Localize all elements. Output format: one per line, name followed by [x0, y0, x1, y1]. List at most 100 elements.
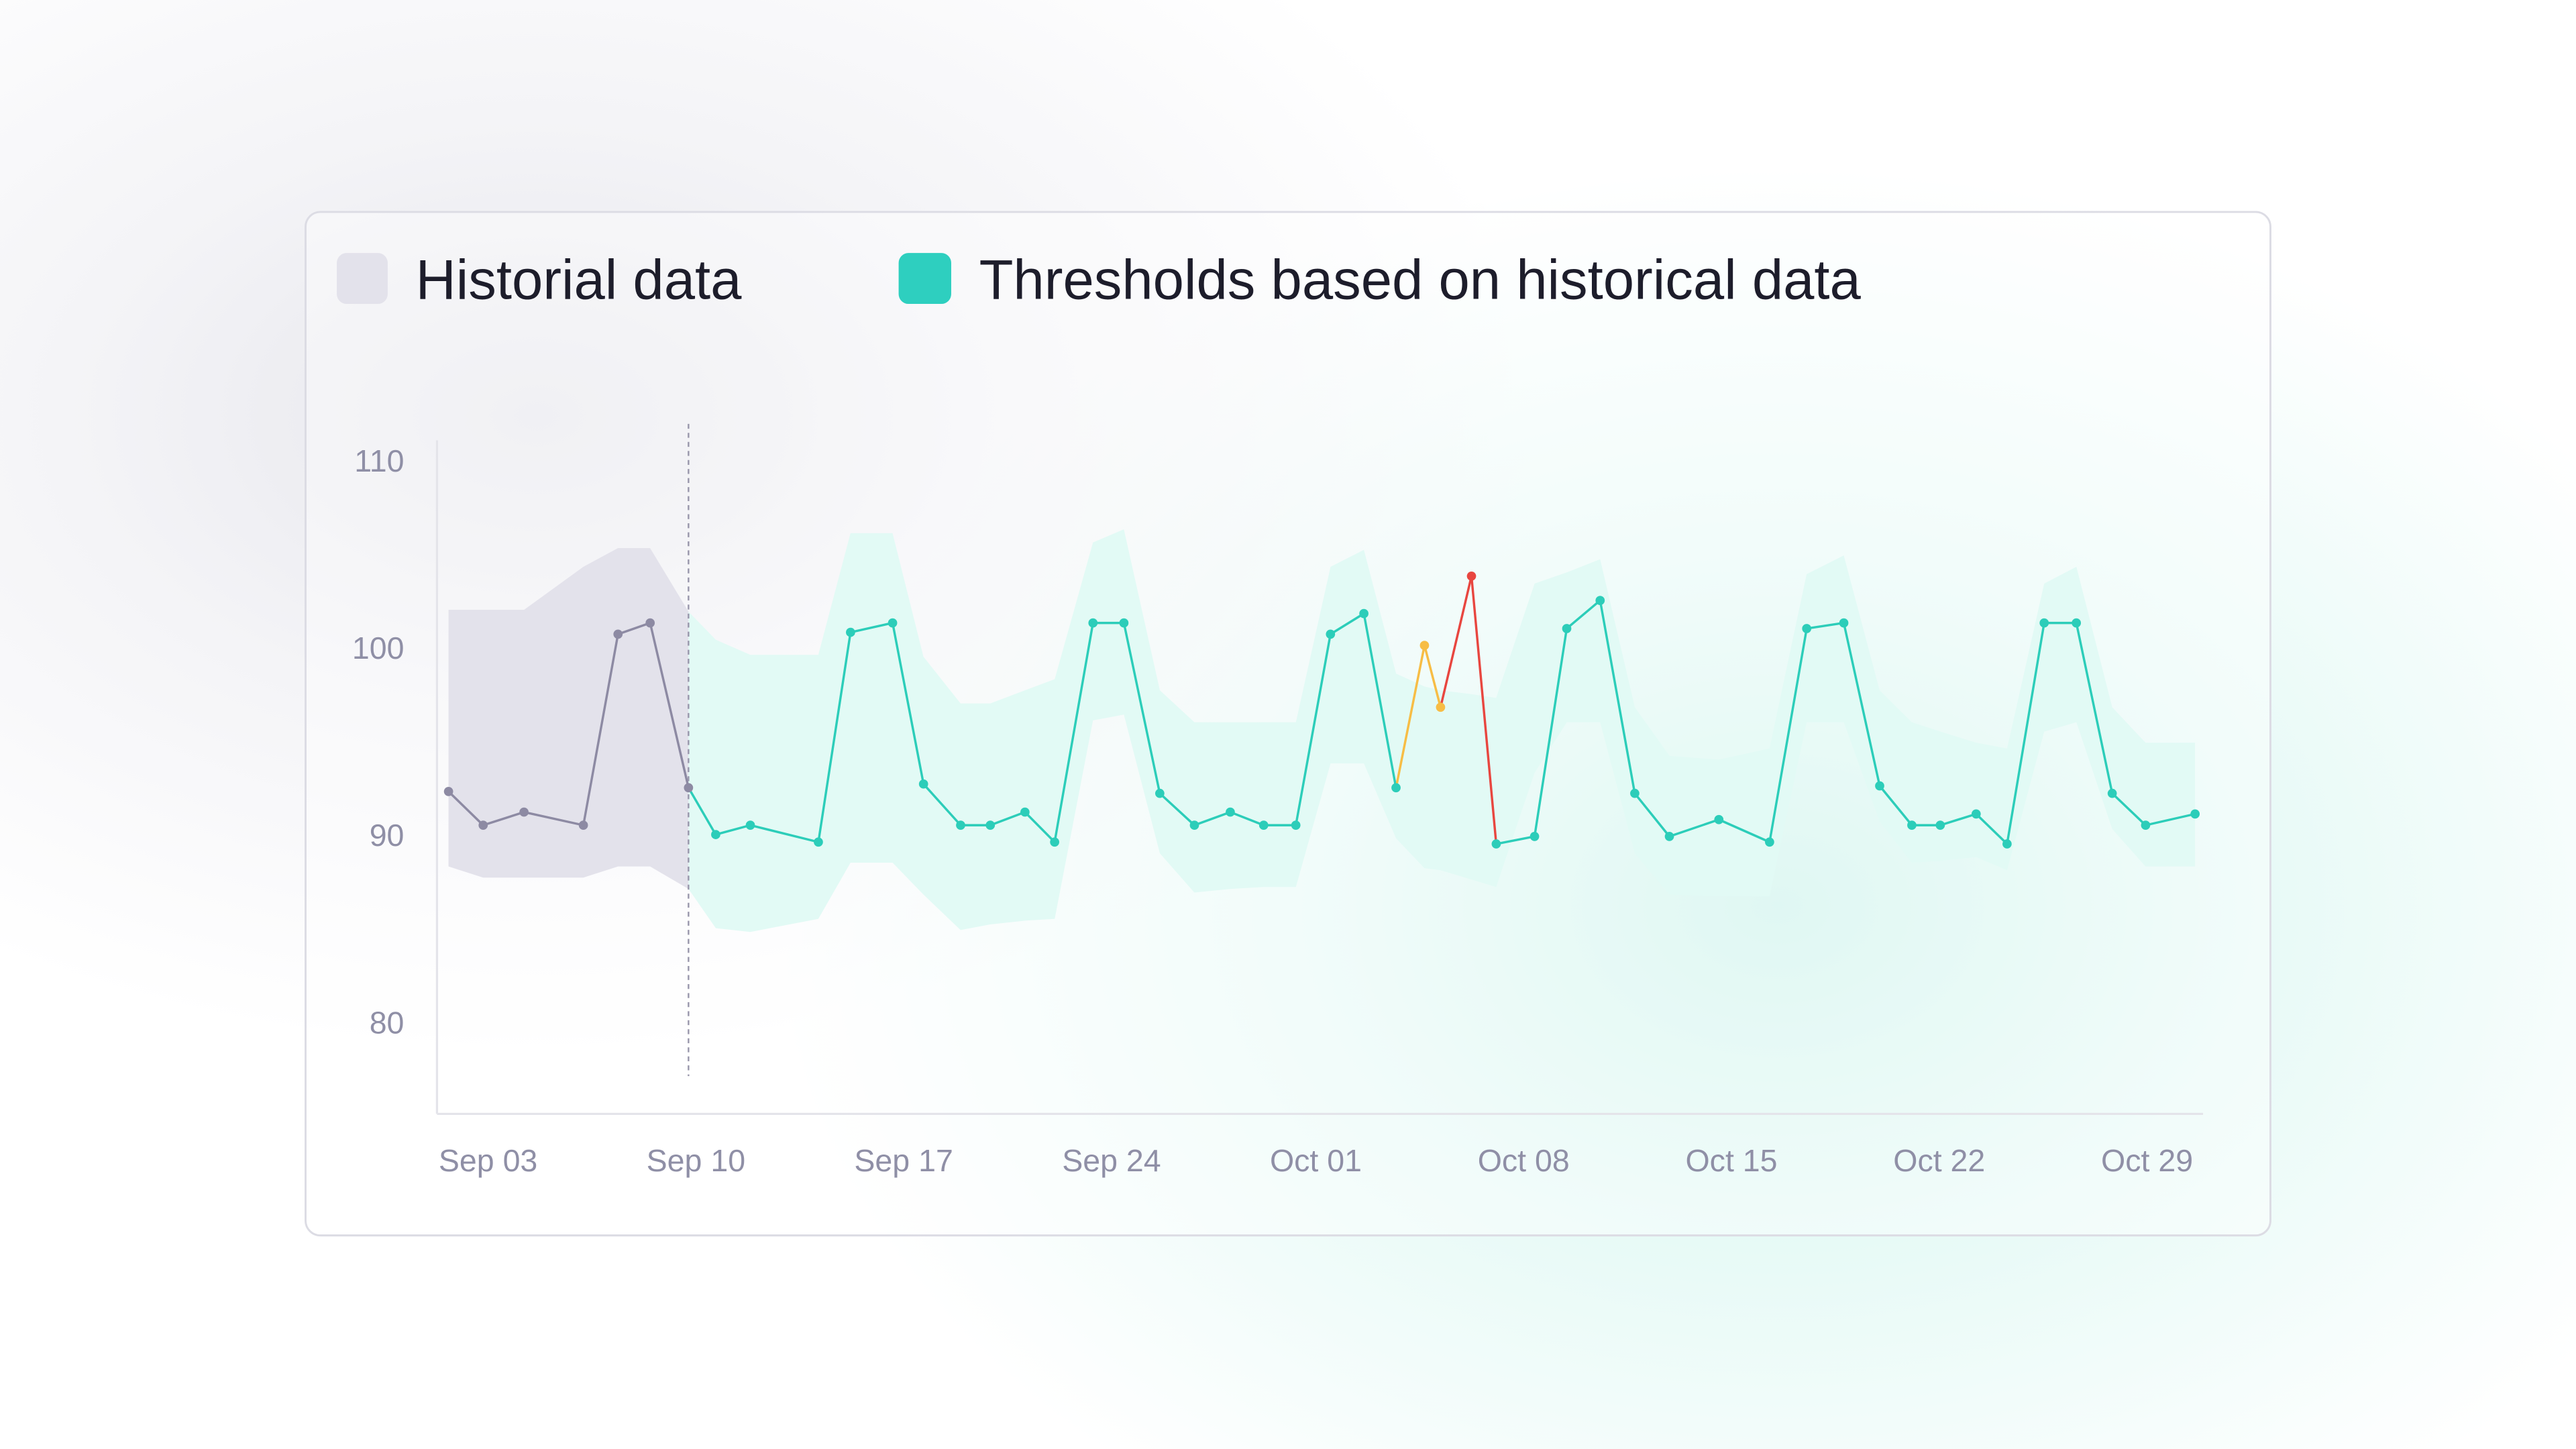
- data-point-normal[interactable]: [888, 618, 898, 628]
- data-point-historical[interactable]: [443, 787, 453, 796]
- data-point-normal[interactable]: [846, 627, 855, 637]
- line-segment-normal: [1668, 818, 1721, 838]
- line-segment-historical: [482, 810, 525, 826]
- axes: [435, 423, 2204, 1115]
- data-point-normal[interactable]: [1802, 624, 1812, 633]
- line-segment-historical: [582, 633, 619, 826]
- data-point-normal[interactable]: [2039, 618, 2049, 628]
- data-point-normal[interactable]: [1664, 832, 1674, 841]
- y-tick-label: 80: [370, 1005, 405, 1040]
- data-point-critical[interactable]: [1466, 571, 1477, 581]
- data-point-normal[interactable]: [1765, 837, 1774, 847]
- data-point-normal[interactable]: [1971, 809, 1981, 819]
- legend-item-thresholds[interactable]: Thresholds based on historical data: [898, 249, 1862, 311]
- data-point-normal[interactable]: [1630, 788, 1640, 798]
- data-point-normal[interactable]: [918, 779, 928, 789]
- line-segment-normal: [749, 824, 820, 843]
- data-point-historical[interactable]: [578, 820, 588, 830]
- data-point-normal[interactable]: [711, 830, 720, 839]
- data-point-normal[interactable]: [1839, 618, 1849, 628]
- line-segment-normal: [1533, 627, 1568, 838]
- line-segment-normal: [1768, 627, 1808, 843]
- line-segment-historical: [649, 621, 690, 789]
- data-point-historical[interactable]: [613, 629, 623, 639]
- x-axis-ticks: Sep 03 Sep 10 Sep 17 Sep 24 Oct 01 Oct 08 Oct …: [439, 1143, 2193, 1178]
- data-point-normal[interactable]: [1326, 629, 1336, 639]
- data-point-normal[interactable]: [1226, 807, 1235, 817]
- legend-item-historical[interactable]: Historial data: [337, 249, 742, 311]
- data-point-historical[interactable]: [684, 783, 694, 793]
- line-segment-normal: [1495, 835, 1536, 845]
- data-point-normal[interactable]: [1020, 807, 1030, 817]
- data-point-normal[interactable]: [1155, 788, 1165, 798]
- data-point-normal[interactable]: [2141, 820, 2151, 830]
- data-point-historical[interactable]: [519, 807, 529, 817]
- data-point-normal[interactable]: [1529, 832, 1540, 841]
- x-tick-label: Sep 03: [439, 1143, 537, 1178]
- data-point-normal[interactable]: [2190, 809, 2200, 819]
- data-point-warning[interactable]: [1419, 641, 1430, 650]
- data-point-normal[interactable]: [1119, 618, 1129, 628]
- data-point-normal[interactable]: [1562, 624, 1572, 633]
- data-point-normal[interactable]: [2002, 839, 2012, 849]
- data-point-normal[interactable]: [985, 820, 996, 830]
- data-point-normal[interactable]: [1291, 820, 1301, 830]
- data-point-normal[interactable]: [956, 820, 965, 830]
- line-segment-normal: [1599, 599, 1636, 795]
- line-segment-normal: [1362, 612, 1397, 789]
- data-point-normal[interactable]: [1359, 608, 1368, 619]
- line-segment-critical: [1439, 575, 1473, 708]
- data-point-normal[interactable]: [1391, 783, 1401, 793]
- data-point-normal[interactable]: [1088, 618, 1098, 628]
- line-segment-normal: [2110, 792, 2147, 826]
- data-point-normal[interactable]: [1189, 820, 1199, 830]
- line-segment-warning: [1423, 644, 1442, 708]
- series-lines: [447, 575, 2196, 845]
- data-point-normal[interactable]: [745, 820, 755, 830]
- line-segment-normal: [1193, 810, 1232, 826]
- data-point-normal[interactable]: [1258, 820, 1269, 830]
- line-segment-normal: [1878, 784, 1913, 826]
- x-tick-label: Sep 17: [854, 1143, 953, 1178]
- data-point-normal[interactable]: [2107, 788, 2117, 798]
- x-tick-label: Sep 24: [1062, 1143, 1161, 1178]
- data-point-normal[interactable]: [1595, 596, 1605, 605]
- x-tick-label: Oct 15: [1686, 1143, 1778, 1178]
- x-tick-label: Oct 22: [1893, 1143, 1985, 1178]
- data-point-normal[interactable]: [1935, 820, 1945, 830]
- line-segment-normal: [1329, 612, 1365, 636]
- line-segment-normal: [817, 631, 852, 843]
- line-segment-normal: [1159, 792, 1196, 826]
- data-point-normal[interactable]: [1714, 814, 1724, 824]
- y-tick-label: 90: [370, 818, 405, 853]
- y-tick-label: 100: [352, 631, 405, 665]
- line-segment-historical: [523, 810, 585, 826]
- line-segment-normal: [1024, 810, 1056, 843]
- bands-layer: [448, 529, 2196, 932]
- data-point-historical[interactable]: [478, 820, 488, 830]
- data-point-normal[interactable]: [1491, 839, 1501, 849]
- x-tick-label: Oct 08: [1478, 1143, 1570, 1178]
- line-segment-normal: [714, 824, 752, 836]
- data-point-warning[interactable]: [1436, 702, 1446, 712]
- data-point-normal[interactable]: [1050, 837, 1059, 847]
- legend: Historial data Thresholds based on histo…: [337, 249, 1862, 311]
- line-segment-normal: [1294, 633, 1332, 826]
- y-axis-ticks: 110 100 90 80: [352, 443, 405, 1040]
- data-point-normal[interactable]: [2072, 618, 2082, 628]
- line-segment-normal: [849, 621, 894, 634]
- threshold-band: [688, 529, 2196, 932]
- line-segment-normal: [1229, 810, 1265, 826]
- data-point-normal[interactable]: [814, 837, 823, 847]
- line-segment-historical: [447, 790, 484, 826]
- x-tick-label: Sep 10: [647, 1143, 745, 1178]
- line-segment-normal: [1975, 812, 2008, 845]
- data-point-normal[interactable]: [1907, 820, 1917, 830]
- line-segment-normal: [1939, 812, 1978, 826]
- line-segment-normal: [1053, 621, 1095, 843]
- data-point-normal[interactable]: [1875, 781, 1884, 791]
- line-segment-warning: [1395, 644, 1426, 789]
- data-point-historical[interactable]: [645, 618, 655, 628]
- line-segment-normal: [687, 786, 717, 836]
